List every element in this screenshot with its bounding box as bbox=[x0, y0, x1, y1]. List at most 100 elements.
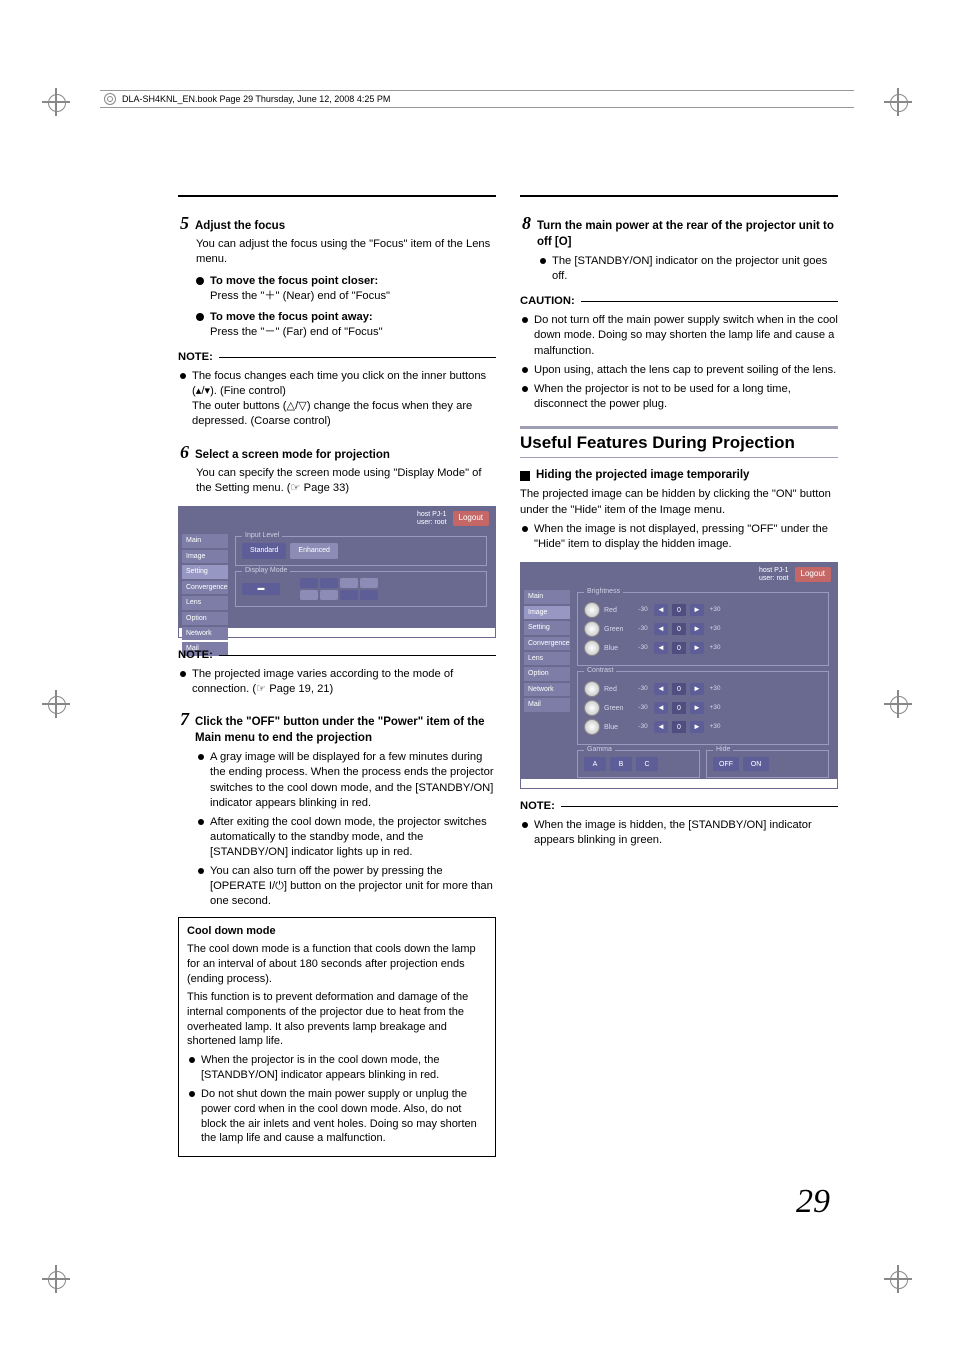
host-label: host PJ-1 user: root bbox=[759, 567, 789, 582]
box-text: This function is to prevent deformation … bbox=[187, 990, 487, 1049]
nav-item-lens[interactable]: Lens bbox=[524, 652, 570, 665]
section-heading: Useful Features During Projection bbox=[520, 426, 838, 458]
page-number: 29 bbox=[796, 1183, 830, 1221]
mode-cell[interactable] bbox=[320, 578, 338, 588]
mode-cell[interactable] bbox=[340, 590, 358, 600]
step-title: Click the "OFF" button under the "Power"… bbox=[195, 715, 496, 746]
box-bullet: Do not shut down the main power supply o… bbox=[187, 1087, 487, 1146]
gamma-group: Gamma A B C bbox=[577, 750, 700, 778]
dial-icon[interactable] bbox=[584, 602, 600, 618]
crop-mark bbox=[42, 88, 70, 116]
caution-item: When the projector is not to be used for… bbox=[520, 382, 838, 412]
nav-item-image[interactable]: Image bbox=[182, 550, 228, 563]
nav-item-network[interactable]: Network bbox=[524, 683, 570, 696]
increase-button[interactable]: ► bbox=[690, 721, 704, 733]
value-display: 0 bbox=[672, 604, 686, 616]
step-bullet: The [STANDBY/ON] indicator on the projec… bbox=[538, 254, 838, 284]
subsection-bullet: When the image is not displayed, pressin… bbox=[520, 522, 838, 552]
dial-icon[interactable] bbox=[584, 700, 600, 716]
nav-item-lens[interactable]: Lens bbox=[182, 596, 228, 609]
nav-item-convergence[interactable]: Convergence bbox=[524, 637, 570, 650]
mode-cell[interactable] bbox=[360, 578, 378, 588]
brightness-group: Brightness Red-30◄0►+30 Green-30◄0►+30 B… bbox=[577, 592, 829, 666]
sub-heading: To move the focus point away: bbox=[210, 310, 373, 325]
standard-button[interactable]: Standard bbox=[242, 543, 286, 558]
right-column: 8 Turn the main power at the rear of the… bbox=[520, 195, 838, 1157]
caution-heading: CAUTION: bbox=[520, 294, 581, 309]
value-display: 0 bbox=[672, 702, 686, 714]
hide-on-button[interactable]: ON bbox=[743, 757, 769, 771]
step-bullet: A gray image will be displayed for a few… bbox=[196, 750, 496, 810]
step-body: You can adjust the focus using the "Focu… bbox=[196, 237, 496, 267]
mode-cell[interactable] bbox=[300, 578, 318, 588]
nav-item-convergence[interactable]: Convergence bbox=[182, 581, 228, 594]
value-display: 0 bbox=[672, 623, 686, 635]
decrease-button[interactable]: ◄ bbox=[654, 683, 668, 695]
nav-item-main[interactable]: Main bbox=[524, 590, 570, 603]
host-label: host PJ-1 user: root bbox=[417, 511, 447, 526]
gamma-a-button[interactable]: A bbox=[584, 757, 606, 771]
decrease-button[interactable]: ◄ bbox=[654, 642, 668, 654]
nav-item-network[interactable]: Network bbox=[182, 627, 228, 640]
note-item: The focus changes each time you click on… bbox=[178, 369, 496, 429]
note-heading: NOTE: bbox=[520, 799, 561, 814]
subsection-text: The projected image can be hidden by cli… bbox=[520, 487, 838, 517]
step-number: 6 bbox=[180, 440, 189, 464]
decrease-button[interactable]: ◄ bbox=[654, 623, 668, 635]
dial-icon[interactable] bbox=[584, 719, 600, 735]
increase-button[interactable]: ► bbox=[690, 604, 704, 616]
decrease-button[interactable]: ◄ bbox=[654, 721, 668, 733]
subsection-heading: Hiding the projected image temporarily bbox=[536, 468, 749, 484]
nav-item-setting[interactable]: Setting bbox=[524, 621, 570, 634]
value-display: 0 bbox=[672, 721, 686, 733]
increase-button[interactable]: ► bbox=[690, 642, 704, 654]
nav-item-mail[interactable]: Mail bbox=[524, 698, 570, 711]
mode-cell[interactable] bbox=[300, 590, 318, 600]
nav-item-setting[interactable]: Setting bbox=[182, 565, 228, 578]
note-item: When the image is hidden, the [STANDBY/O… bbox=[520, 818, 838, 848]
enhanced-button[interactable]: Enhanced bbox=[290, 543, 338, 558]
step-bullet: You can also turn off the power by press… bbox=[196, 864, 496, 909]
dial-icon[interactable] bbox=[584, 621, 600, 637]
dial-icon[interactable] bbox=[584, 681, 600, 697]
sub-body: Press the "＋" (Near) end of "Focus" bbox=[196, 289, 496, 304]
image-menu-screenshot: host PJ-1 user: root Logout Main Image S… bbox=[520, 562, 838, 789]
mode-cell[interactable] bbox=[320, 590, 338, 600]
decrease-button[interactable]: ◄ bbox=[654, 702, 668, 714]
nav-sidebar: Main Image Setting Convergence Lens Opti… bbox=[521, 586, 573, 779]
step-number: 5 bbox=[180, 211, 189, 235]
logout-button[interactable]: Logout bbox=[453, 511, 489, 526]
nav-item-option[interactable]: Option bbox=[524, 667, 570, 680]
gamma-b-button[interactable]: B bbox=[610, 757, 632, 771]
left-column: 5 Adjust the focus You can adjust the fo… bbox=[178, 195, 496, 1157]
crop-mark bbox=[42, 690, 70, 718]
note-item: The projected image varies according to … bbox=[178, 667, 496, 697]
input-level-group: Input Level Standard Enhanced bbox=[235, 536, 487, 565]
hide-off-button[interactable]: OFF bbox=[713, 757, 739, 771]
mode-option-a[interactable]: ▬ bbox=[242, 583, 280, 595]
header-icon bbox=[104, 93, 116, 105]
crop-mark bbox=[884, 1265, 912, 1293]
mode-cell[interactable] bbox=[340, 578, 358, 588]
step-bullet: After exiting the cool down mode, the pr… bbox=[196, 815, 496, 860]
box-title: Cool down mode bbox=[187, 924, 487, 939]
nav-sidebar: Main Image Setting Convergence Lens Opti… bbox=[179, 530, 231, 628]
step-title: Adjust the focus bbox=[195, 219, 285, 235]
mode-cell[interactable] bbox=[360, 590, 378, 600]
nav-item-main[interactable]: Main bbox=[182, 534, 228, 547]
gamma-c-button[interactable]: C bbox=[636, 757, 658, 771]
increase-button[interactable]: ► bbox=[690, 683, 704, 695]
dial-icon[interactable] bbox=[584, 640, 600, 656]
increase-button[interactable]: ► bbox=[690, 623, 704, 635]
settings-screenshot: host PJ-1 user: root Logout Main Image S… bbox=[178, 506, 496, 638]
running-header: DLA-SH4KNL_EN.book Page 29 Thursday, Jun… bbox=[100, 90, 854, 108]
contrast-group: Contrast Red-30◄0►+30 Green-30◄0►+30 Blu… bbox=[577, 671, 829, 745]
caution-item: Do not turn off the main power supply sw… bbox=[520, 313, 838, 358]
nav-item-image[interactable]: Image bbox=[524, 606, 570, 619]
hide-group: Hide OFF ON bbox=[706, 750, 829, 778]
logout-button[interactable]: Logout bbox=[795, 567, 831, 582]
increase-button[interactable]: ► bbox=[690, 702, 704, 714]
decrease-button[interactable]: ◄ bbox=[654, 604, 668, 616]
sub-heading: To move the focus point closer: bbox=[210, 274, 378, 289]
nav-item-option[interactable]: Option bbox=[182, 612, 228, 625]
